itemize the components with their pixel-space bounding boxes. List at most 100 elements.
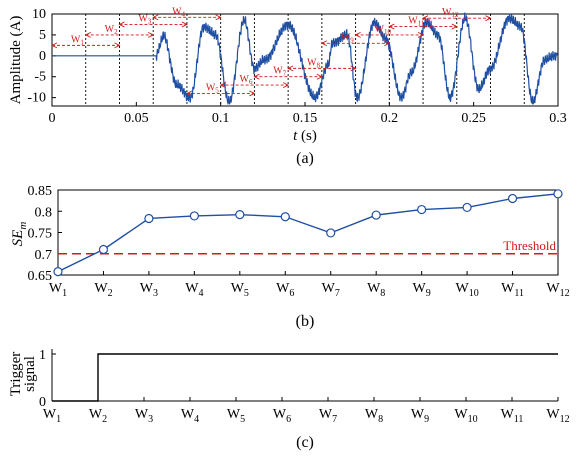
window-label: W4 (172, 6, 185, 18)
window-arrow-right (451, 23, 458, 30)
window-arrow-right (181, 21, 188, 28)
panel-c-y-axis-label-line2: signal (22, 356, 38, 392)
window-arrow-right (215, 14, 222, 21)
panel-a-x-tick-label: 0.3 (549, 111, 567, 126)
panel-c-x-tick-label: W4 (181, 407, 199, 425)
window-label: W10 (374, 24, 391, 36)
threshold-label: Threshold (503, 238, 556, 253)
panel-c-trigger: 0 1 W1 W2 W3 W4 W5 W6 W7 W8 W9 W10 W11 W12 Trigger s… (8, 348, 570, 451)
window-label: W5 (206, 82, 219, 94)
panel-c-x-tick-label: W5 (227, 407, 245, 425)
trigger-signal-line (52, 353, 558, 402)
panel-b-caption: (b) (296, 313, 315, 330)
panel-b-x-tick-label: W1 (49, 281, 67, 299)
entropy-point (553, 189, 563, 199)
panel-c-y-tick-label: 1 (39, 348, 46, 363)
entropy-point (144, 213, 154, 224)
window-label: W7 (273, 66, 286, 78)
window-arrow-left (354, 32, 361, 38)
panel-c-x-tick-label: W8 (365, 407, 383, 425)
panel-c-y-axis-label-line1: Trigger (8, 352, 24, 396)
panel-c-x-tick-label: W10 (454, 407, 477, 425)
panel-b-sample-entropy: 0.65 0.7 0.75 0.8 0.85 W1 W2 W3 W4 W5 W6 W7 W8 W9 W10… (10, 184, 570, 330)
entropy-series-line (57, 193, 559, 273)
window-arrow-left (219, 82, 226, 88)
panel-c-x-tick-label: W2 (89, 407, 107, 425)
panel-a-x-tick-label: 0.15 (293, 111, 318, 126)
panel-b-y-tick-label: 0.7 (35, 248, 53, 263)
panel-b-y-axis-label: SEm (10, 222, 29, 247)
window-arrow-left (422, 15, 429, 22)
window-label: W6 (240, 74, 253, 86)
panel-b-y-tick-label: 0.8 (35, 205, 53, 220)
panel-a-y-tick-label: -10 (27, 91, 46, 106)
y-label-sub: m (17, 222, 29, 230)
window-arrow-right (147, 32, 155, 38)
window-arrow-left (253, 73, 260, 80)
panel-b-x-tick-label: W4 (185, 281, 203, 299)
panel-b-x-tick-label: W5 (231, 281, 249, 299)
window-label: W3 (138, 13, 151, 25)
panel-c-x-tick-label: W11 (501, 407, 524, 425)
window-label: W2 (105, 24, 118, 36)
panel-c-y-tick-label: 0 (39, 395, 46, 410)
panel-b-x-tick-label: W2 (94, 281, 112, 299)
panel-a-frame (51, 13, 559, 107)
x-axis-variable: t (293, 128, 298, 144)
panel-a-caption: (a) (296, 150, 314, 167)
panel-b-y-tick-label: 0.85 (28, 184, 53, 199)
panel-c-x-tick-label: W6 (273, 407, 291, 425)
panel-a-y-axis-label: Amplitude (A) (8, 16, 24, 105)
panel-a-x-tick-label: 0.25 (461, 111, 486, 126)
window-arrow-right (417, 32, 425, 38)
panel-b-x-tick-label: W11 (501, 281, 524, 299)
panel-a-x-tick-label: 0.05 (124, 111, 149, 126)
panel-a-y-tick-label: -5 (34, 70, 46, 85)
panel-c-x-tick-label: W7 (319, 407, 337, 425)
panel-c-x-tick-label: W12 (546, 407, 569, 425)
x-axis-unit: (s) (297, 128, 317, 144)
panel-a-x-tick-label: 0.1 (212, 111, 230, 126)
entropy-point (189, 211, 199, 221)
panel-b-x-tick-label: W9 (413, 281, 431, 299)
entropy-point (53, 267, 63, 277)
panel-c-x-tick-label: W1 (43, 407, 61, 425)
panel-c-caption: (c) (296, 434, 314, 451)
window-label: W1 (71, 34, 84, 46)
entropy-point (371, 210, 381, 220)
panel-a-x-tick-label: 0.2 (381, 111, 399, 126)
window-arrow-left (50, 42, 58, 49)
entropy-point (326, 228, 336, 238)
window-arrow-left (287, 65, 294, 72)
panel-a-y-tick-label: 10 (32, 7, 46, 22)
panel-c-x-tick-label: W9 (411, 407, 429, 425)
window-arrow-left (118, 21, 125, 28)
window-arrow-left (152, 14, 159, 21)
panel-b-x-tick-label: W7 (322, 281, 340, 299)
window-arrow-right (485, 15, 492, 22)
window-arrow-right (114, 42, 121, 49)
window-arrow-left (320, 40, 328, 47)
panel-c-x-tick-label: W3 (135, 407, 153, 425)
panel-a-y-tick-label: 0 (39, 49, 46, 64)
window-arrow-left (388, 23, 395, 30)
entropy-point (280, 212, 290, 222)
window-label: W11 (408, 16, 425, 28)
window-label: W9 (341, 32, 354, 44)
panel-a-x-axis-label: t (s) (293, 128, 317, 144)
window-arrow-left (185, 90, 193, 97)
entropy-point (235, 210, 245, 220)
panel-b-x-tick-label: W10 (455, 281, 478, 299)
window-arrow-left (84, 32, 91, 38)
panel-b-x-tick-label: W6 (276, 281, 294, 299)
panel-a-waveform: 0 0.05 0.1 0.15 0.2 0.25 0.3 -10 -5 0 5 10 W1 W2 W3 W… (8, 6, 567, 167)
panel-b-x-tick-label: W8 (367, 281, 385, 299)
window-arrow-right (316, 73, 323, 80)
panel-b-y-tick-label: 0.75 (28, 227, 53, 242)
panel-b-x-tick-label: W12 (546, 281, 569, 299)
y-label-main: SE (10, 230, 26, 247)
panel-b-x-tick-label: W3 (140, 281, 158, 299)
panel-b-frame (57, 189, 559, 276)
panel-a-x-tick-label: 0 (49, 111, 56, 126)
